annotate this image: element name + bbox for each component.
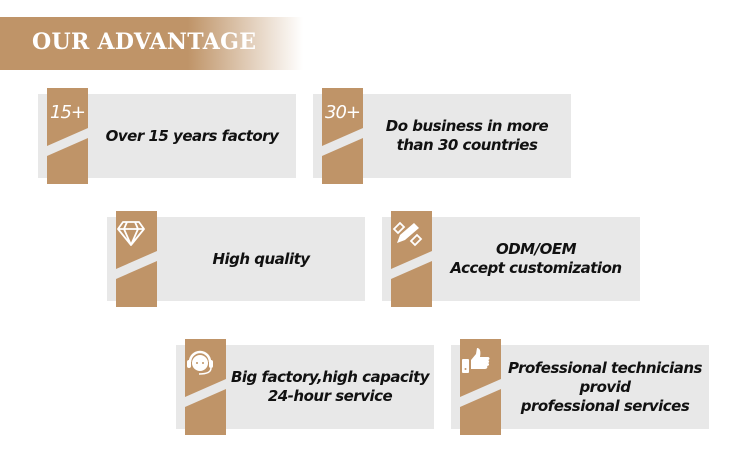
card-text: Professional technicians provid profession… bbox=[501, 345, 709, 429]
advantage-card: Professional technicians provid profession… bbox=[451, 339, 709, 435]
tab-stripe-shape bbox=[322, 88, 363, 184]
card-text: ODM/OEM Accept customization bbox=[432, 217, 640, 301]
card-text-line: provid bbox=[579, 377, 631, 396]
card-text-line: Big factory,high capacity bbox=[230, 368, 430, 386]
card-tab bbox=[185, 339, 226, 435]
advantage-card: 15+ Over 15 years factory bbox=[38, 88, 296, 184]
card-text: Do business in more than 30 countries bbox=[363, 94, 571, 178]
tab-stripe-shape bbox=[460, 339, 501, 435]
card-text-line: Professional technicians bbox=[508, 358, 702, 377]
advantage-card: 30+ Do business in more than 30 countries bbox=[313, 88, 571, 184]
advantage-card: High quality bbox=[107, 211, 365, 307]
card-tab: 15+ bbox=[47, 88, 88, 184]
advantage-card: Big factory,high capacity 24-hour service bbox=[176, 339, 434, 435]
card-tab bbox=[460, 339, 501, 435]
card-tab bbox=[391, 211, 432, 307]
advantage-card: ODM/OEM Accept customization bbox=[382, 211, 640, 307]
tab-stripe-shape bbox=[47, 88, 88, 184]
card-text-line: High quality bbox=[212, 249, 310, 268]
card-text-line: Over 15 years factory bbox=[105, 126, 279, 145]
badge-number: 30+ bbox=[325, 101, 361, 123]
card-text-line: Do business in more bbox=[385, 117, 549, 135]
card-text: Big factory,high capacity 24-hour service bbox=[226, 345, 434, 429]
badge-number: 15+ bbox=[50, 101, 86, 123]
card-text-line: 24-hour service bbox=[267, 387, 393, 405]
section-title: OUR ADVANTAGE bbox=[32, 29, 257, 55]
card-tab: 30+ bbox=[322, 88, 363, 184]
card-tab bbox=[116, 211, 157, 307]
card-text-line: professional services bbox=[520, 396, 690, 415]
card-text: Over 15 years factory bbox=[88, 94, 296, 178]
card-text: High quality bbox=[157, 217, 365, 301]
card-text-line: than 30 countries bbox=[396, 136, 538, 154]
card-text-line: Accept customization bbox=[450, 259, 622, 277]
section-header: OUR ADVANTAGE bbox=[0, 17, 303, 70]
card-text-line: ODM/OEM bbox=[495, 240, 577, 258]
